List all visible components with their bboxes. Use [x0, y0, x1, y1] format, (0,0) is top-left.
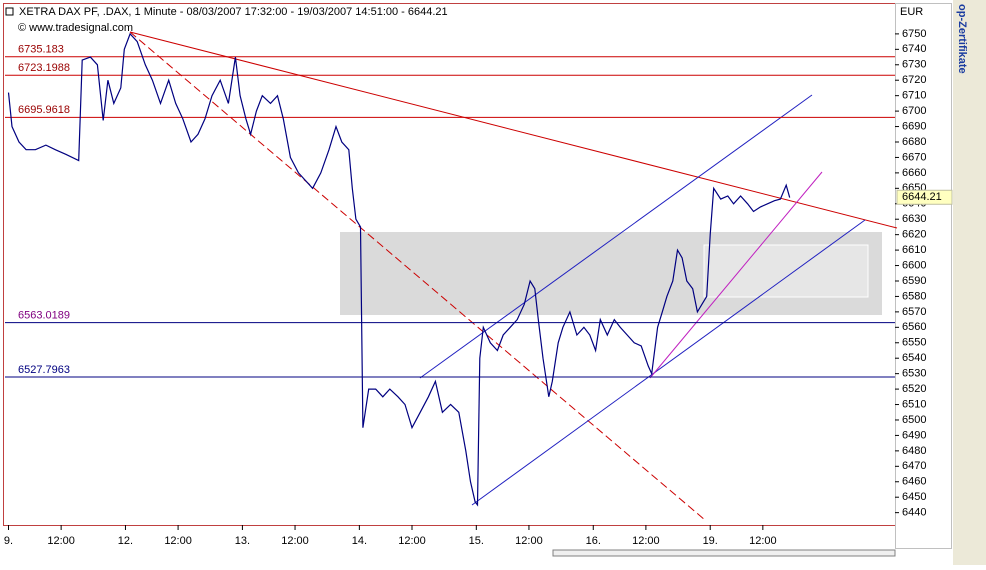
- trend-line-dashed: [129, 31, 706, 521]
- chart-title: XETRA DAX PF, .DAX, 1 Minute - 08/03/200…: [19, 6, 448, 18]
- y-tick-label: 6670: [902, 151, 926, 163]
- side-text: op-Zertifikate: [956, 4, 968, 74]
- x-tick-label: 12:00: [515, 535, 543, 547]
- y-tick-label: 6530: [902, 368, 926, 380]
- y-tick-label: 6440: [902, 507, 926, 519]
- level-label: 6723.1988: [18, 62, 70, 74]
- x-tick-label: 9.: [4, 535, 13, 547]
- y-tick-label: 6700: [902, 105, 926, 117]
- y-tick-label: 6510: [902, 398, 926, 410]
- y-tick-label: 6570: [902, 306, 926, 318]
- y-tick-label: 6550: [902, 337, 926, 349]
- trend-line: [129, 31, 898, 229]
- axis-frame: [895, 3, 952, 549]
- y-tick-label: 6720: [902, 74, 926, 86]
- last-value-box: [896, 189, 953, 205]
- y-tick-label: 6490: [902, 429, 926, 441]
- y-tick-label: 6540: [902, 352, 926, 364]
- x-tick-label: 16.: [586, 535, 601, 547]
- y-tick-label: 6710: [902, 90, 926, 102]
- level-label: 6527.7963: [18, 364, 70, 376]
- trend-line-magenta: [649, 171, 823, 379]
- y-tick-label: 6460: [902, 476, 926, 488]
- x-tick-label: 19.: [703, 535, 718, 547]
- side-panel: [953, 0, 986, 565]
- scrollbar[interactable]: [552, 549, 896, 557]
- channel-lower: [471, 219, 866, 506]
- y-tick-label: 6750: [902, 28, 926, 40]
- x-tick-label: 12.: [118, 535, 133, 547]
- last-value-label: 6644.21: [902, 191, 942, 203]
- y-tick-label: 6620: [902, 229, 926, 241]
- x-tick-label: 12:00: [164, 535, 192, 547]
- icon: [5, 7, 14, 16]
- y-tick-label: 6610: [902, 244, 926, 256]
- y-tick-label: 6680: [902, 136, 926, 148]
- y-tick-label: 6580: [902, 290, 926, 302]
- y-tick-label: 6480: [902, 445, 926, 457]
- y-unit: EUR: [900, 6, 923, 18]
- y-tick-label: 6600: [902, 259, 926, 271]
- x-tick-label: 12:00: [47, 535, 75, 547]
- x-tick-label: 14.: [352, 535, 367, 547]
- y-tick-label: 6630: [902, 213, 926, 225]
- x-tick-label: 15.: [469, 535, 484, 547]
- y-tick-label: 6660: [902, 167, 926, 179]
- price-line: [7, 32, 791, 507]
- y-tick-label: 6690: [902, 120, 926, 132]
- y-tick-label: 6520: [902, 383, 926, 395]
- x-tick-label: 12:00: [281, 535, 309, 547]
- y-tick-label: 6470: [902, 460, 926, 472]
- level-label: 6735.183: [18, 44, 64, 56]
- x-tick-label: 12:00: [398, 535, 426, 547]
- level-label: 6563.0189: [18, 310, 70, 322]
- y-tick-label: 6450: [902, 491, 926, 503]
- y-tick-label: 6590: [902, 275, 926, 287]
- y-tick-label: 6730: [902, 59, 926, 71]
- y-tick-label: 6740: [902, 43, 926, 55]
- copyright: © www.tradesignal.com: [18, 22, 133, 34]
- x-tick-label: 12:00: [632, 535, 660, 547]
- level-label: 6695.9618: [18, 104, 70, 116]
- x-tick-label: 12:00: [749, 535, 777, 547]
- zone-inner-box: [703, 244, 869, 298]
- y-tick-label: 6500: [902, 414, 926, 426]
- y-tick-label: 6560: [902, 321, 926, 333]
- x-tick-label: 13.: [235, 535, 250, 547]
